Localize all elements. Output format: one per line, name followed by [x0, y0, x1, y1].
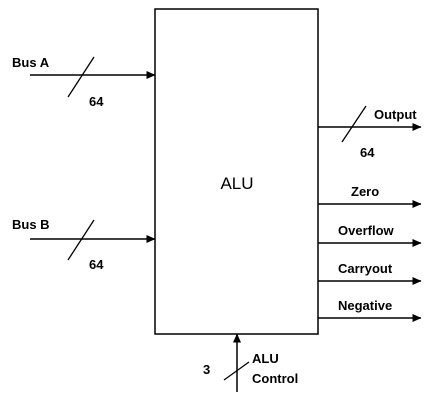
output-signal: Output 64	[318, 105, 422, 160]
alu-label: ALU	[220, 174, 253, 193]
bus-b-width-label: 64	[89, 257, 104, 272]
bus-a-width-slash	[67, 56, 95, 98]
bus-b-label: Bus B	[12, 217, 50, 232]
zero-label: Zero	[351, 184, 379, 199]
overflow-signal: Overflow	[318, 223, 422, 247]
alu-control-label-line2: Control	[252, 371, 298, 386]
alu-control-width-slash	[223, 361, 250, 381]
output-label: Output	[374, 107, 417, 122]
alu-control-label-line1: ALU	[252, 351, 279, 366]
alu-control-width-label: 3	[203, 362, 210, 377]
output-width-slash	[341, 105, 367, 143]
overflow-label: Overflow	[338, 223, 395, 238]
output-width-label: 64	[360, 145, 375, 160]
bus-b-width-slash	[67, 219, 95, 261]
zero-signal: Zero	[318, 184, 422, 208]
bus-b-input: Bus B 64	[12, 217, 156, 272]
alu-control-input: 3 ALU Control	[203, 333, 298, 392]
negative-signal: Negative	[318, 298, 422, 322]
bus-a-label: Bus A	[12, 55, 50, 70]
bus-a-input: Bus A 64	[12, 55, 156, 109]
alu-block	[154, 8, 319, 335]
carryout-signal: Carryout	[318, 261, 422, 285]
bus-a-width-label: 64	[89, 94, 104, 109]
carryout-label: Carryout	[338, 261, 393, 276]
negative-label: Negative	[338, 298, 392, 313]
